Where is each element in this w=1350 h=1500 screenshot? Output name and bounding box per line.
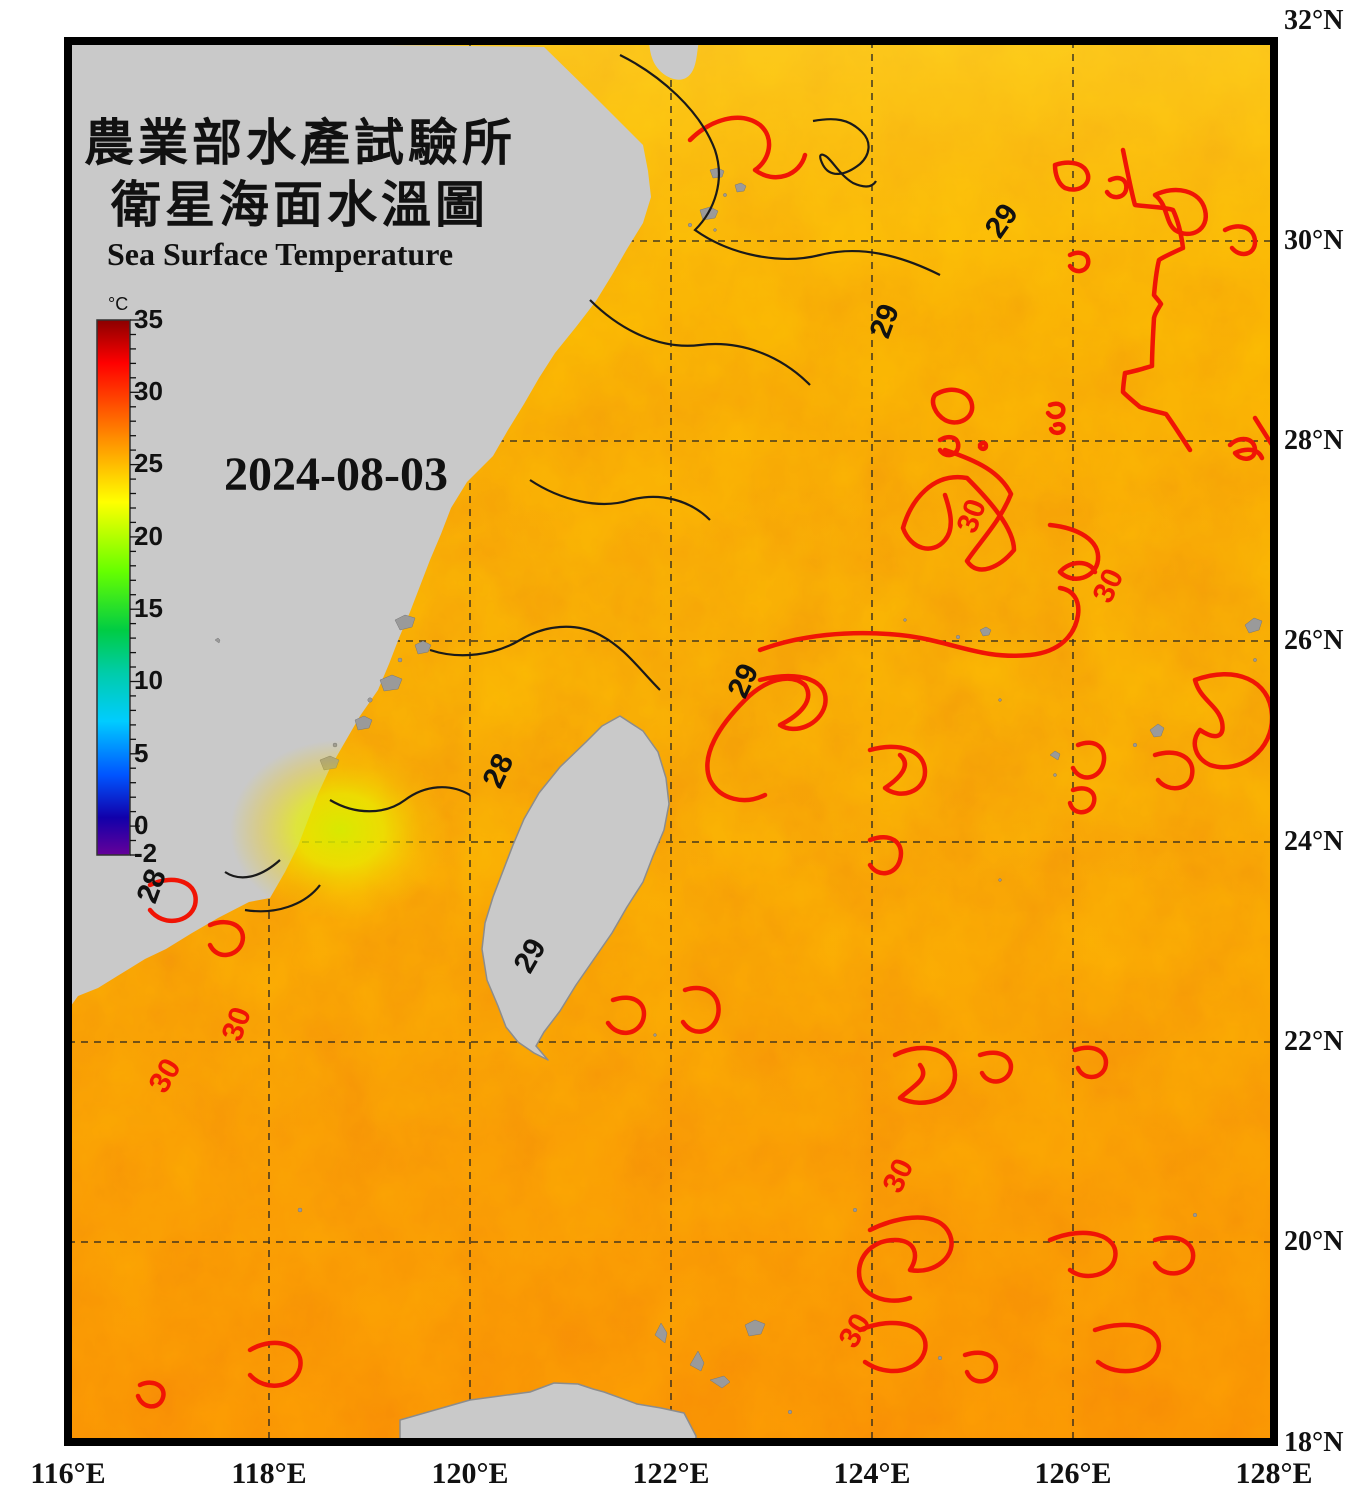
svg-text:30°N: 30°N: [1284, 225, 1343, 256]
svg-text:0: 0: [134, 810, 148, 840]
svg-text:20°N: 20°N: [1284, 1226, 1343, 1257]
svg-text:124°E: 124°E: [833, 1457, 910, 1490]
svg-text:116°E: 116°E: [30, 1457, 105, 1490]
svg-text:32°N: 32°N: [1284, 5, 1343, 36]
svg-text:2024-08-03: 2024-08-03: [224, 448, 448, 501]
svg-text:128°E: 128°E: [1235, 1457, 1312, 1490]
svg-text:28°N: 28°N: [1284, 425, 1343, 456]
svg-text:26°N: 26°N: [1284, 625, 1343, 656]
svg-text:15: 15: [134, 593, 163, 623]
svg-text:°C: °C: [108, 294, 128, 314]
svg-text:5: 5: [134, 738, 148, 768]
svg-text:衛星海面水溫圖: 衛星海面水溫圖: [110, 177, 489, 233]
svg-text:18°N: 18°N: [1284, 1427, 1343, 1458]
svg-text:24°N: 24°N: [1284, 826, 1343, 857]
svg-text:35: 35: [134, 304, 163, 334]
svg-text:30: 30: [134, 376, 163, 406]
svg-text:120°E: 120°E: [431, 1457, 508, 1490]
svg-text:22°N: 22°N: [1284, 1026, 1343, 1057]
svg-text:126°E: 126°E: [1034, 1457, 1111, 1490]
svg-text:農業部水產試驗所: 農業部水產試驗所: [84, 115, 516, 171]
svg-text:10: 10: [134, 665, 163, 695]
svg-text:20: 20: [134, 521, 163, 551]
svg-text:122°E: 122°E: [632, 1457, 709, 1490]
svg-text:25: 25: [134, 448, 163, 478]
svg-text:118°E: 118°E: [231, 1457, 306, 1490]
svg-text:Sea Surface Temperature: Sea Surface Temperature: [107, 236, 453, 272]
svg-text:-2: -2: [134, 838, 157, 868]
